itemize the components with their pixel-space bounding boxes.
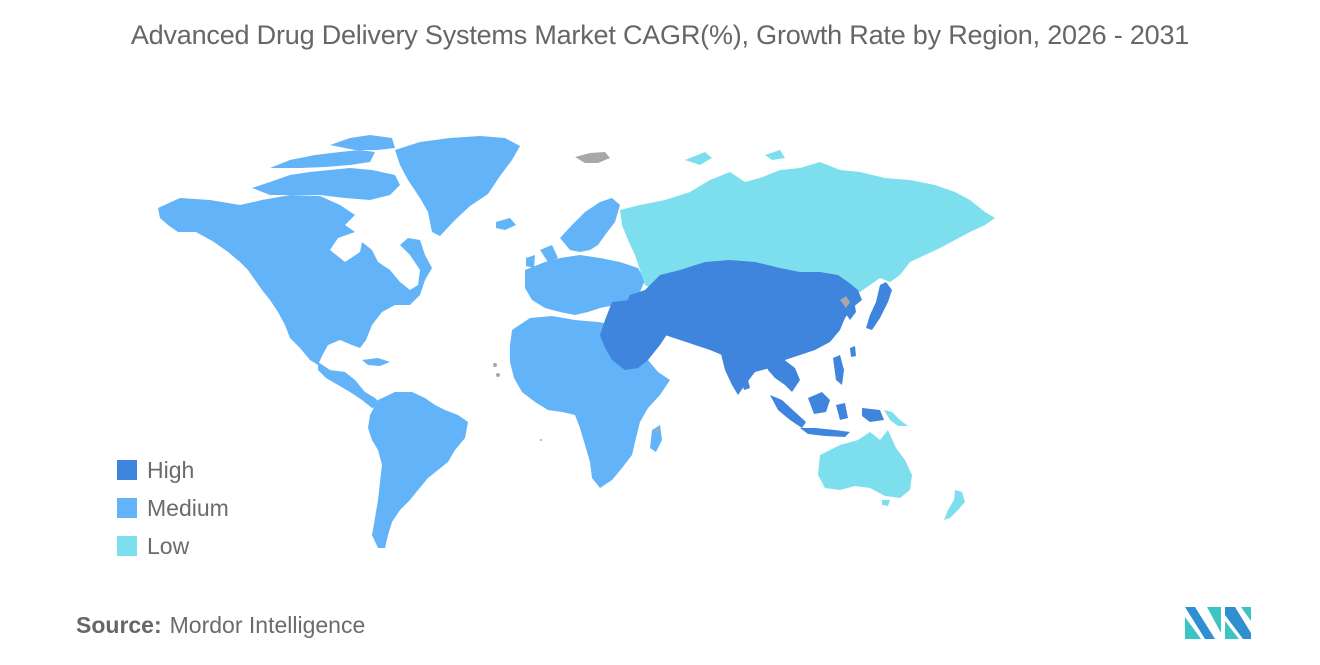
legend-label: High: [147, 456, 195, 483]
source-label: Source:: [76, 612, 162, 638]
legend-label: Medium: [147, 494, 229, 521]
source-line: Source: Mordor Intelligence: [76, 612, 365, 639]
mordor-intelligence-logo-icon: [1185, 607, 1251, 639]
legend: High Medium Low: [117, 451, 229, 565]
region-north-america: [158, 135, 520, 408]
legend-swatch-low: [117, 536, 137, 556]
source-value: Mordor Intelligence: [169, 612, 366, 638]
legend-swatch-medium: [117, 498, 137, 518]
chart-title: Advanced Drug Delivery Systems Market CA…: [130, 20, 1190, 50]
region-russia: [620, 150, 995, 292]
legend-label: Low: [147, 532, 190, 559]
legend-swatch-high: [117, 460, 137, 480]
legend-item-medium: Medium: [117, 489, 229, 527]
region-oceania: [818, 410, 965, 520]
region-south-america: [368, 392, 468, 548]
region-europe: [496, 198, 645, 315]
region-no-data: [493, 152, 850, 441]
legend-item-high: High: [117, 451, 229, 489]
region-asia-pacific: [600, 260, 892, 437]
legend-item-low: Low: [117, 527, 229, 565]
